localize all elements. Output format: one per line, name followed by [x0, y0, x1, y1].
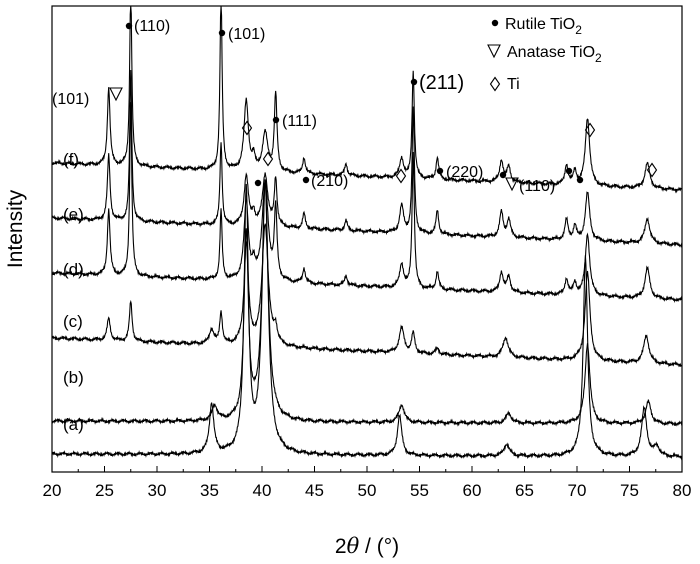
ti-marker	[646, 162, 658, 178]
x-tick-label: 35	[200, 481, 219, 500]
x-axis-title: 2θ / (°)	[335, 534, 399, 558]
curve-label-a: (a)	[63, 415, 84, 434]
peak-label: (111)	[282, 113, 317, 130]
x-tick-label: 55	[410, 481, 429, 500]
peak-label: (211)	[419, 72, 464, 94]
x-tick-label: 50	[358, 481, 377, 500]
x-tick-label: 80	[673, 481, 692, 500]
curve-label-f: (f)	[63, 150, 79, 169]
legend-entry-text: Anatase TiO2	[507, 44, 602, 65]
series-line-d	[51, 102, 683, 304]
rutile-marker	[576, 176, 584, 184]
rutile-marker	[499, 171, 507, 179]
x-tick-label: 60	[463, 481, 482, 500]
legend-entry-text: Rutile TiO2	[505, 16, 582, 37]
series-line-c	[51, 222, 683, 368]
x-tick-label: 40	[253, 481, 272, 500]
rutile-marker	[565, 167, 573, 175]
peak-label: (110)	[519, 178, 555, 195]
legend-entry-text: Ti	[507, 76, 520, 93]
x-ticks-group: 20 25 30 35 40 45 50 55 60 65 70 75 80	[43, 466, 692, 500]
anatase-marker	[109, 87, 123, 102]
curve-label-b: (b)	[63, 368, 84, 387]
legend-anatase-marker	[487, 44, 501, 59]
rutile-marker	[254, 179, 262, 187]
rutile-marker	[125, 22, 133, 30]
series-line-b	[51, 183, 683, 427]
legend: Rutile TiO2 Anatase TiO2 Ti	[487, 16, 602, 93]
rutile-marker	[218, 29, 226, 37]
rutile-marker	[272, 116, 280, 124]
legend-rutile-marker	[491, 19, 499, 27]
series-line-e	[51, 69, 683, 248]
x-tick-label: 70	[568, 481, 587, 500]
x-tick-label: 30	[148, 481, 167, 500]
series-line-a	[51, 181, 683, 461]
x-tick-label: 65	[515, 481, 534, 500]
ti-marker	[395, 168, 407, 184]
anatase-marker	[505, 177, 519, 192]
ti-marker	[241, 120, 253, 136]
peak-label: (101)	[52, 91, 89, 108]
curves-group	[51, 5, 683, 461]
rutile-marker	[410, 78, 418, 86]
x-tick-label: 25	[95, 481, 114, 500]
rutile-marker	[436, 167, 444, 175]
y-axis-title: Intensity	[4, 189, 27, 268]
series-line-f	[51, 5, 683, 194]
x-tick-label: 20	[43, 481, 62, 500]
ti-marker	[584, 122, 596, 138]
curve-label-e: (e)	[63, 205, 84, 224]
plot-frame	[51, 5, 683, 473]
peak-label: (110)	[134, 18, 170, 35]
x-tick-label: 45	[305, 481, 324, 500]
legend-ti-marker	[489, 76, 501, 92]
peak-label: (101)	[228, 26, 265, 43]
x-tick-label: 75	[620, 481, 639, 500]
curve-labels-group: (a) (b) (c) (d) (e) (f)	[63, 150, 84, 434]
peak-annotations-group: (110) (101) (101) (111) (210) (211) (220) (110)	[52, 18, 658, 195]
ti-marker	[262, 151, 274, 167]
rutile-marker	[302, 176, 310, 184]
peak-label: (220)	[446, 164, 483, 181]
curve-label-c: (c)	[63, 312, 83, 331]
curve-label-d: (d)	[63, 260, 84, 279]
peak-label: (210)	[311, 173, 348, 190]
